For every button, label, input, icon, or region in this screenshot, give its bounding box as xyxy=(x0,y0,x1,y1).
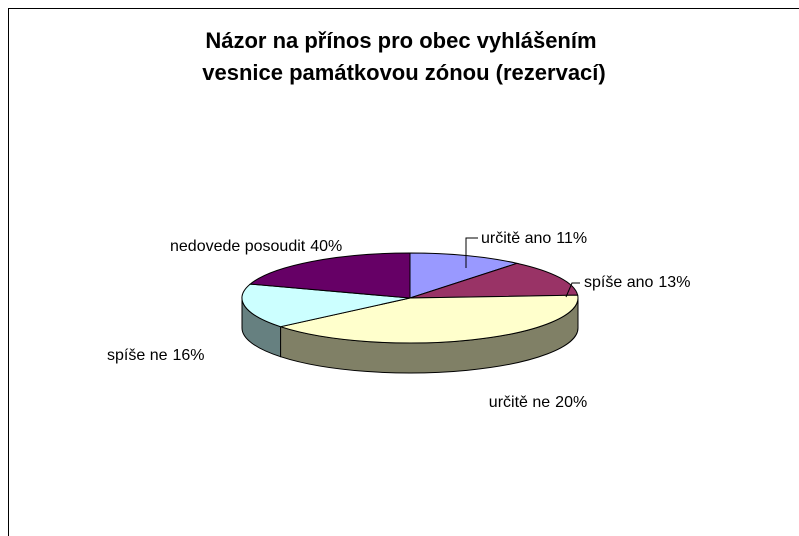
data-label: nedovede posoudit 40% xyxy=(170,232,342,261)
pie-slice xyxy=(278,294,579,344)
title-line: Názor na přínos pro obec vyhlášením xyxy=(205,28,602,53)
category-label: spíše ano xyxy=(584,274,654,291)
category-label: nedovede posoudit xyxy=(170,238,306,255)
data-label: spíše ano 13% xyxy=(584,268,690,297)
title-line: vesnice památkovou zónou (rezervací) xyxy=(202,60,605,85)
value-label: 13% xyxy=(658,274,691,291)
data-label: určitě ano 11% xyxy=(481,224,587,253)
category-label: určitě ano xyxy=(481,230,552,247)
value-label: 40% xyxy=(310,238,343,255)
pie-slice xyxy=(409,262,579,299)
pie-slice xyxy=(248,252,411,299)
category-label: spíše ne xyxy=(107,347,168,364)
leader-line xyxy=(565,282,580,298)
data-label: určitě ne 20% xyxy=(478,388,598,417)
value-label: 20% xyxy=(555,394,588,411)
chart-title: Názor na přínos pro obec vyhlášením vesn… xyxy=(202,28,605,85)
data-label: spíše ne 16% xyxy=(107,341,205,370)
category-label: určitě ne xyxy=(488,394,551,411)
pie-slice xyxy=(409,252,519,299)
pie-tops xyxy=(241,252,579,344)
value-label: 16% xyxy=(172,347,205,364)
value-label: 11% xyxy=(556,230,588,247)
leader-line xyxy=(465,237,478,268)
